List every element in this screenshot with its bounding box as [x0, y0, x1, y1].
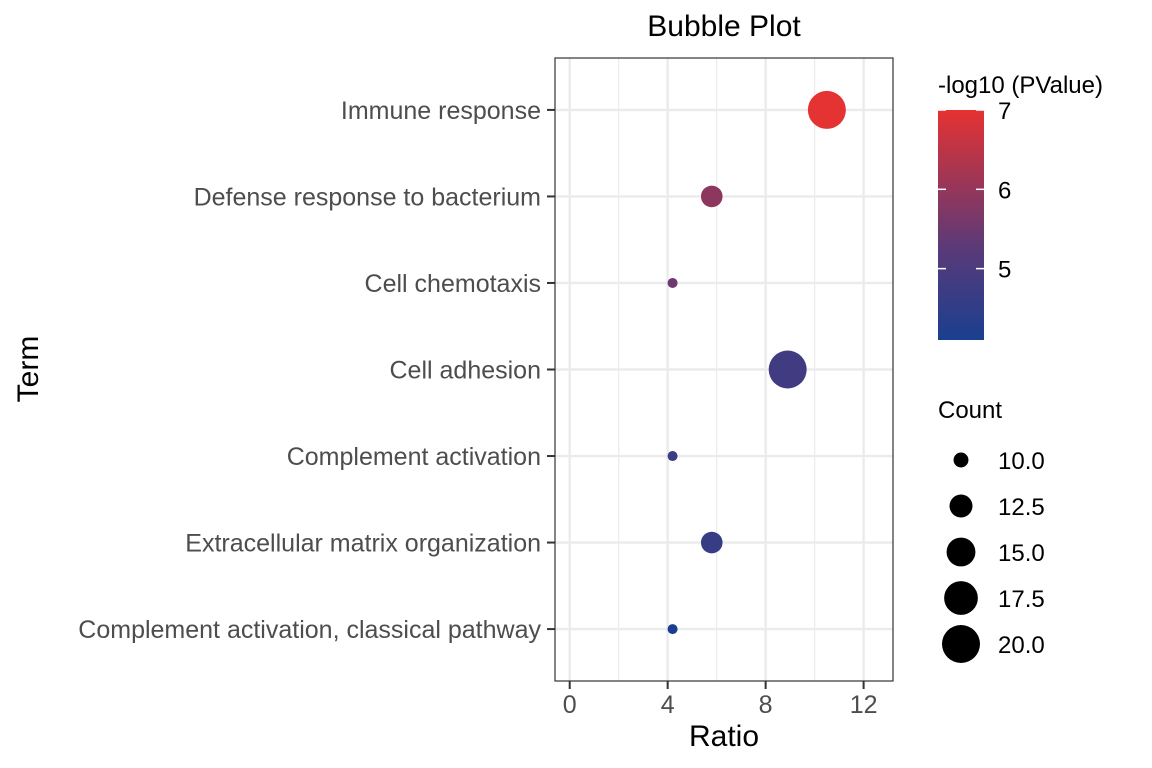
bubble-point [700, 185, 723, 208]
size-legend-label: 20.0 [998, 632, 1045, 659]
plot-area [554, 57, 894, 682]
y-axis-labels: Immune response Defense response to bacte… [78, 97, 555, 644]
x-tick-label: 8 [759, 691, 773, 719]
x-tick-label: 0 [563, 691, 577, 719]
color-legend-label: 6 [998, 177, 1011, 204]
bubble-point [667, 451, 678, 462]
color-legend-bar [938, 110, 984, 340]
y-tick-label: Complement activation, classical pathway [78, 616, 541, 644]
x-axis-labels: 0 4 8 12 [563, 681, 878, 719]
size-legend-label: 17.5 [998, 586, 1045, 613]
size-legend-key [953, 452, 969, 468]
x-tick-label: 4 [661, 691, 675, 719]
size-legend-label: 10.0 [998, 448, 1045, 475]
bubble-point [700, 531, 723, 554]
color-legend-label: 5 [998, 257, 1011, 284]
y-tick-label: Cell chemotaxis [365, 270, 541, 298]
bubble-point [667, 277, 678, 288]
color-legend-label: 7 [998, 98, 1011, 125]
size-legend: 10.0 12.5 15.0 17.5 20.0 [942, 448, 1045, 663]
bubble-point [768, 350, 807, 389]
bubble-point [807, 90, 846, 129]
x-axis-title: Ratio [689, 720, 759, 753]
size-legend-key [944, 581, 978, 615]
size-legend-label: 12.5 [998, 494, 1045, 521]
y-tick-label: Defense response to bacterium [194, 183, 541, 211]
y-tick-label: Extracellular matrix organization [185, 530, 541, 558]
size-legend-key [946, 537, 976, 567]
size-legend-label: 15.0 [998, 540, 1045, 567]
size-legend-title: Count [938, 397, 1002, 424]
y-tick-label: Complement activation [287, 443, 541, 471]
y-axis-title: Term [12, 336, 45, 403]
y-tick-label: Immune response [341, 97, 541, 125]
color-legend-ticks: 5 6 7 [938, 98, 1011, 284]
size-legend-key [942, 625, 980, 663]
chart-title: Bubble Plot [647, 10, 801, 43]
bubble-point [667, 624, 678, 635]
color-legend-title: -log10 (PValue) [938, 72, 1103, 99]
x-tick-label: 12 [850, 691, 878, 719]
size-legend-key [949, 494, 973, 518]
y-tick-label: Cell adhesion [390, 357, 542, 385]
